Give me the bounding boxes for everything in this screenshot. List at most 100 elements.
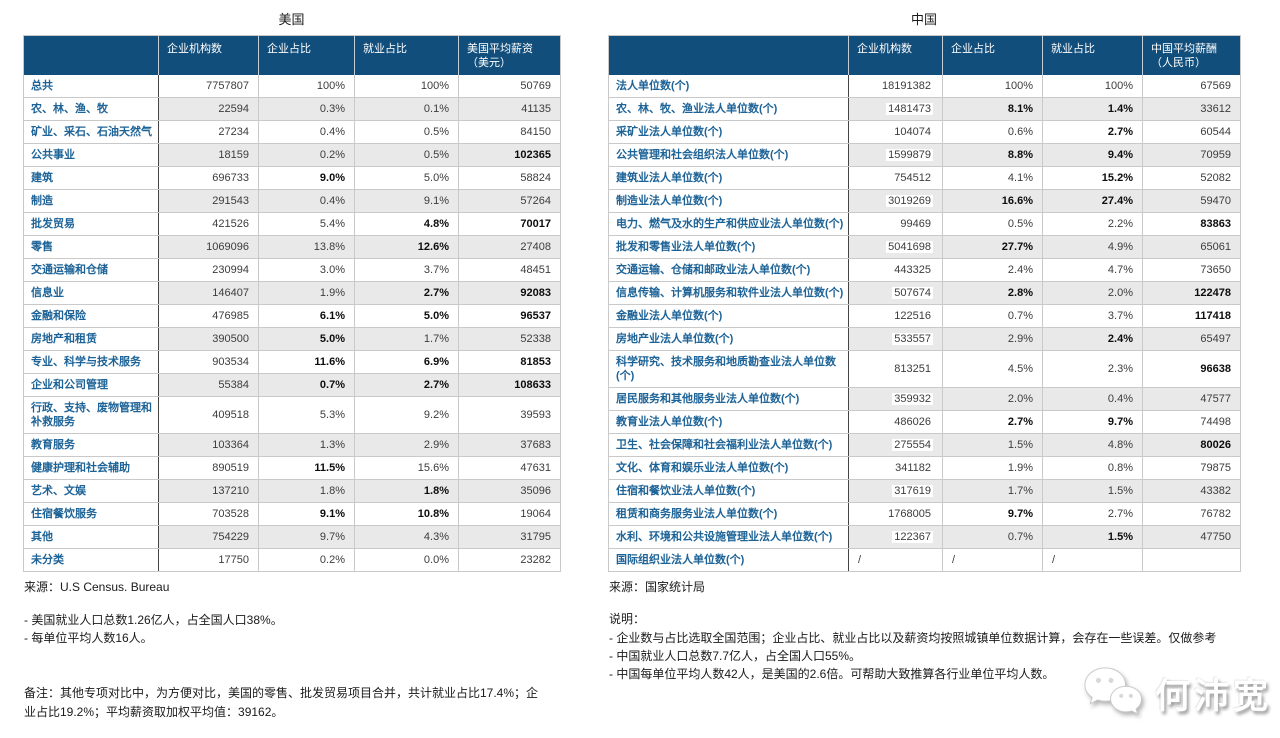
cell: 696733 — [158, 166, 259, 190]
cell: 5.4% — [258, 212, 355, 236]
note-line: - 美国就业人口总数1.26亿人，占全国人口38%。 — [24, 613, 283, 627]
cell: 1.7% — [942, 479, 1043, 503]
cell: 813251 — [848, 350, 943, 388]
cell: 18159 — [158, 143, 259, 167]
table-row: 金融和保险 476985 6.1% 5.0% 96537 — [23, 304, 561, 328]
cell: 754512 — [848, 166, 943, 190]
cell: / — [848, 548, 943, 572]
cell: 230994 — [158, 258, 259, 282]
table-row: 交通运输和仓储 230994 3.0% 3.7% 48451 — [23, 258, 561, 282]
table-row: 公共管理和社会组织法人单位数(个) 1599879 8.8% 9.4% 70959 — [608, 143, 1241, 167]
row-label: 农、林、渔、牧 — [23, 97, 159, 121]
cell: 27.4% — [1042, 189, 1143, 213]
column-header-us-3: 美国平均薪资 （美元） — [458, 35, 561, 75]
cell: 476985 — [158, 304, 259, 328]
cell: 104074 — [848, 120, 943, 144]
cell: 35096 — [458, 479, 561, 503]
table-row: 健康护理和社会辅助 890519 11.5% 15.6% 47631 — [23, 456, 561, 480]
cell: 3.0% — [258, 258, 355, 282]
row-label: 信息传输、计算机服务和软件业法人单位数(个) — [608, 281, 849, 305]
row-label: 房地产业法人单位数(个) — [608, 327, 849, 351]
highlighted-number: 18191382 — [880, 80, 933, 92]
cell: 4.8% — [354, 212, 459, 236]
cell: 2.7% — [354, 373, 459, 397]
china-notes-title: 说明： — [609, 612, 646, 626]
cell: 1768005 — [848, 502, 943, 526]
cell: 5.0% — [258, 327, 355, 351]
table-row: 房地产业法人单位数(个) 533557 2.9% 2.4% 65497 — [608, 327, 1241, 351]
cell: 1.4% — [1042, 97, 1143, 121]
china-source: 来源：国家统计局 — [609, 580, 706, 594]
cell: 146407 — [158, 281, 259, 305]
cell: 100% — [942, 75, 1043, 98]
table-row: 行政、支持、废物管理和补救服务 409518 5.3% 9.2% 39593 — [23, 396, 561, 434]
table-row: 艺术、文娱 137210 1.8% 1.8% 35096 — [23, 479, 561, 503]
cell: 1.5% — [942, 433, 1043, 457]
table-row: 交通运输、仓储和邮政业法人单位数(个) 443325 2.4% 4.7% 73650 — [608, 258, 1241, 282]
row-label: 其他 — [23, 525, 159, 549]
cell: 41135 — [458, 97, 561, 121]
highlighted-number: 122367 — [892, 531, 933, 543]
table-row: 水利、环境和公共设施管理业法人单位数(个) 122367 0.7% 1.5% 47750 — [608, 525, 1241, 549]
cell: 2.7% — [1042, 502, 1143, 526]
china-panel: 中国 企业机构数 企业占比 就业占比 中国平均薪酬 （人民币） 法人单位数(个) 181… — [608, 0, 1241, 681]
cell: 11.5% — [258, 456, 355, 480]
cell: 33612 — [1142, 97, 1241, 121]
cell: 96537 — [458, 304, 561, 328]
cell: 122367 — [848, 525, 943, 549]
cell: 1.9% — [942, 456, 1043, 480]
cell: 1.5% — [1042, 525, 1143, 549]
table-row: 文化、体育和娱乐业法人单位数(个) 341182 1.9% 0.8% 79875 — [608, 456, 1241, 480]
cell: 409518 — [158, 396, 259, 434]
cell: 4.7% — [1042, 258, 1143, 282]
row-label: 公共事业 — [23, 143, 159, 167]
cell: 507674 — [848, 281, 943, 305]
cell: 890519 — [158, 456, 259, 480]
cell: 58824 — [458, 166, 561, 190]
column-header-china-0: 企业机构数 — [848, 35, 943, 75]
cell: 55384 — [158, 373, 259, 397]
cell: 27408 — [458, 235, 561, 259]
table-row: 房地产和租赁 390500 5.0% 1.7% 52338 — [23, 327, 561, 351]
cell: 9.7% — [942, 502, 1043, 526]
note-line: - 企业数与占比选取全国范围；企业占比、就业占比以及薪资均按照城镇单位数据计算，… — [609, 631, 1217, 645]
cell: 0.7% — [942, 304, 1043, 328]
cell: 8.8% — [942, 143, 1043, 167]
cell: 9.1% — [258, 502, 355, 526]
row-label: 居民服务和其他服务业法人单位数(个) — [608, 387, 849, 411]
table-row: 建筑 696733 9.0% 5.0% 58824 — [23, 166, 561, 190]
highlighted-number: 104074 — [892, 126, 933, 138]
cell: 1481473 — [848, 97, 943, 121]
table-row: 建筑业法人单位数(个) 754512 4.1% 15.2% 52082 — [608, 166, 1241, 190]
table-row: 批发和零售业法人单位数(个) 5041698 27.7% 4.9% 65061 — [608, 235, 1241, 259]
highlighted-number: 122516 — [892, 310, 933, 322]
table-row: 制造 291543 0.4% 9.1% 57264 — [23, 189, 561, 213]
cell: 16.6% — [942, 189, 1043, 213]
cell: 421526 — [158, 212, 259, 236]
cell: 52338 — [458, 327, 561, 351]
cell: 2.2% — [1042, 212, 1143, 236]
cell: 1.9% — [258, 281, 355, 305]
table-row: 矿业、采石、石油天然气 27234 0.4% 0.5% 84150 — [23, 120, 561, 144]
row-label: 电力、燃气及水的生产和供应业法人单位数(个) — [608, 212, 849, 236]
cell: 1069096 — [158, 235, 259, 259]
cell: 1.5% — [1042, 479, 1143, 503]
row-label: 批发和零售业法人单位数(个) — [608, 235, 849, 259]
cell: 9.0% — [258, 166, 355, 190]
table-row: 教育服务 103364 1.3% 2.9% 37683 — [23, 433, 561, 457]
row-label: 卫生、社会保障和社会福利业法人单位数(个) — [608, 433, 849, 457]
row-label: 教育业法人单位数(个) — [608, 410, 849, 434]
highlighted-number: 813251 — [892, 363, 933, 375]
cell: 1.8% — [258, 479, 355, 503]
table-row: 租赁和商务服务业法人单位数(个) 1768005 9.7% 2.7% 76782 — [608, 502, 1241, 526]
cell: 70017 — [458, 212, 561, 236]
cell: 100% — [1042, 75, 1143, 98]
table-row: 采矿业法人单位数(个) 104074 0.6% 2.7% 60544 — [608, 120, 1241, 144]
cell: 39593 — [458, 396, 561, 434]
cell: 2.7% — [354, 281, 459, 305]
highlighted-number: 317619 — [892, 485, 933, 497]
highlighted-number: 507674 — [892, 287, 933, 299]
cell: 9.7% — [258, 525, 355, 549]
row-label: 教育服务 — [23, 433, 159, 457]
corner-header — [23, 35, 159, 75]
